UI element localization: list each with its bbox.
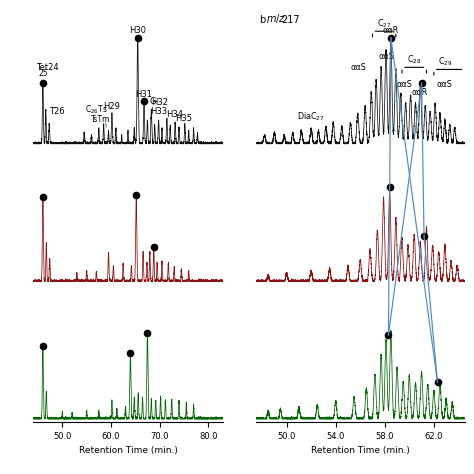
Text: ααR: ααR (411, 88, 427, 97)
Text: $m/z$: $m/z$ (266, 12, 286, 25)
Text: ααS: ααS (436, 80, 452, 89)
Text: Tet24: Tet24 (36, 63, 58, 72)
Text: DiaC$_{27}$: DiaC$_{27}$ (297, 110, 325, 122)
Text: H29: H29 (103, 102, 120, 111)
Text: H33: H33 (150, 107, 167, 116)
Text: T26: T26 (49, 107, 64, 116)
Text: H34: H34 (166, 110, 182, 119)
Text: ααS: ααS (350, 63, 366, 72)
Text: H35: H35 (175, 113, 192, 122)
Text: 25: 25 (38, 69, 48, 78)
Text: G: G (150, 97, 156, 106)
Text: H31: H31 (136, 90, 153, 99)
X-axis label: Retention Time (min.): Retention Time (min.) (79, 446, 177, 455)
Text: ααS: ααS (396, 80, 412, 89)
Text: 217: 217 (282, 15, 301, 25)
Text: ααR: ααR (383, 27, 399, 36)
X-axis label: Retention Time (min.): Retention Time (min.) (311, 446, 410, 455)
Text: H30: H30 (129, 27, 146, 36)
Text: b.: b. (260, 15, 272, 25)
Text: C$_{27}$: C$_{27}$ (377, 18, 392, 30)
Text: C$_{28}$: C$_{28}$ (407, 54, 421, 66)
Text: C$_{26}$Ts: C$_{26}$Ts (85, 104, 108, 116)
Text: H32: H32 (151, 98, 168, 107)
Text: TsTm: TsTm (91, 115, 110, 124)
Text: C$_{29}$: C$_{29}$ (438, 56, 452, 68)
Text: ααS: ααS (379, 52, 394, 61)
